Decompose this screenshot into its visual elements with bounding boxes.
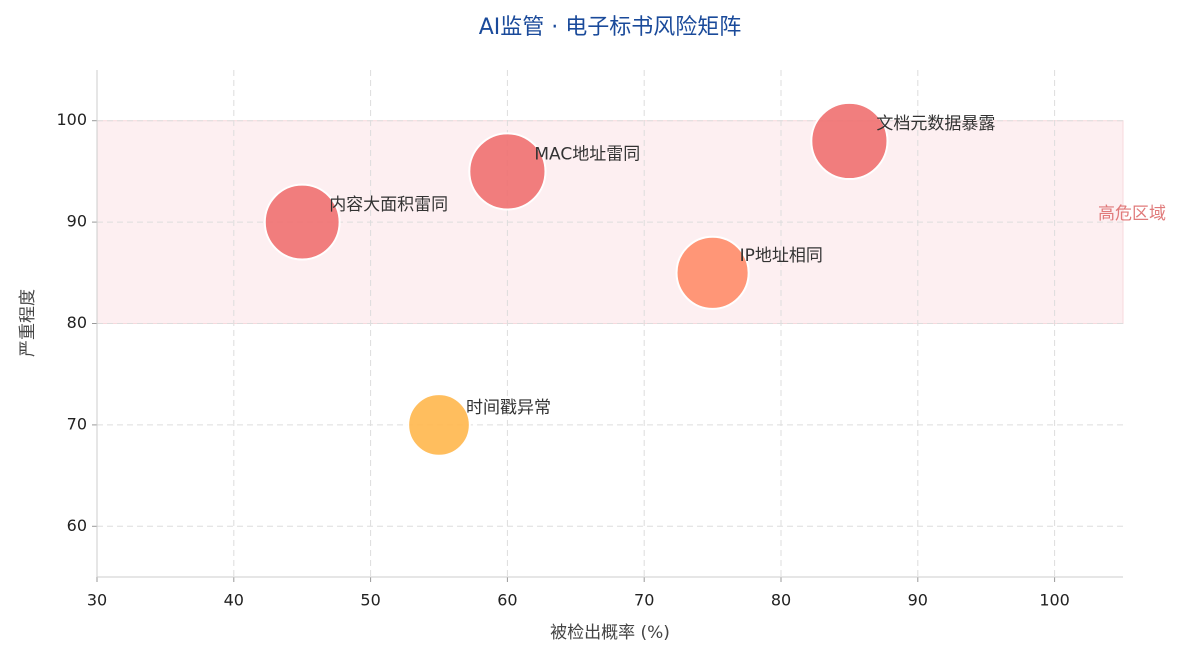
x-tick-label: 90 [908, 591, 928, 610]
x-tick-label: 80 [771, 591, 791, 610]
y-tick-label: 80 [67, 313, 87, 332]
bubble [407, 393, 471, 457]
x-tick-label: 70 [634, 591, 654, 610]
y-tick-label: 100 [56, 110, 87, 129]
y-tick-label: 60 [67, 516, 87, 535]
y-tick-label: 90 [67, 212, 87, 231]
bubble-label: 时间戳异常 [466, 398, 551, 418]
y-tick-label: 70 [67, 414, 87, 433]
x-tick-label: 60 [497, 591, 517, 610]
x-tick-label: 40 [224, 591, 244, 610]
x-tick-label: 100 [1039, 591, 1070, 610]
bubble-label: 文档元数据暴露 [876, 114, 995, 134]
bubble [468, 132, 547, 211]
y-axis-label: 严重程度 [18, 289, 38, 357]
bubble-label: IP地址相同 [740, 246, 823, 266]
bubble [263, 183, 341, 261]
x-tick-label: 30 [87, 591, 107, 610]
bubble [675, 235, 750, 310]
x-axis-label: 被检出概率 (%) [550, 623, 670, 643]
bubble [810, 101, 889, 181]
chart-title: AI监管 · 电子标书风险矩阵 [479, 15, 742, 40]
bubble-label: 内容大面积雷同 [329, 195, 448, 215]
bubble-label: MAC地址雷同 [534, 144, 640, 164]
x-tick-label: 50 [360, 591, 380, 610]
band-label: 高危区域 [1098, 204, 1166, 224]
